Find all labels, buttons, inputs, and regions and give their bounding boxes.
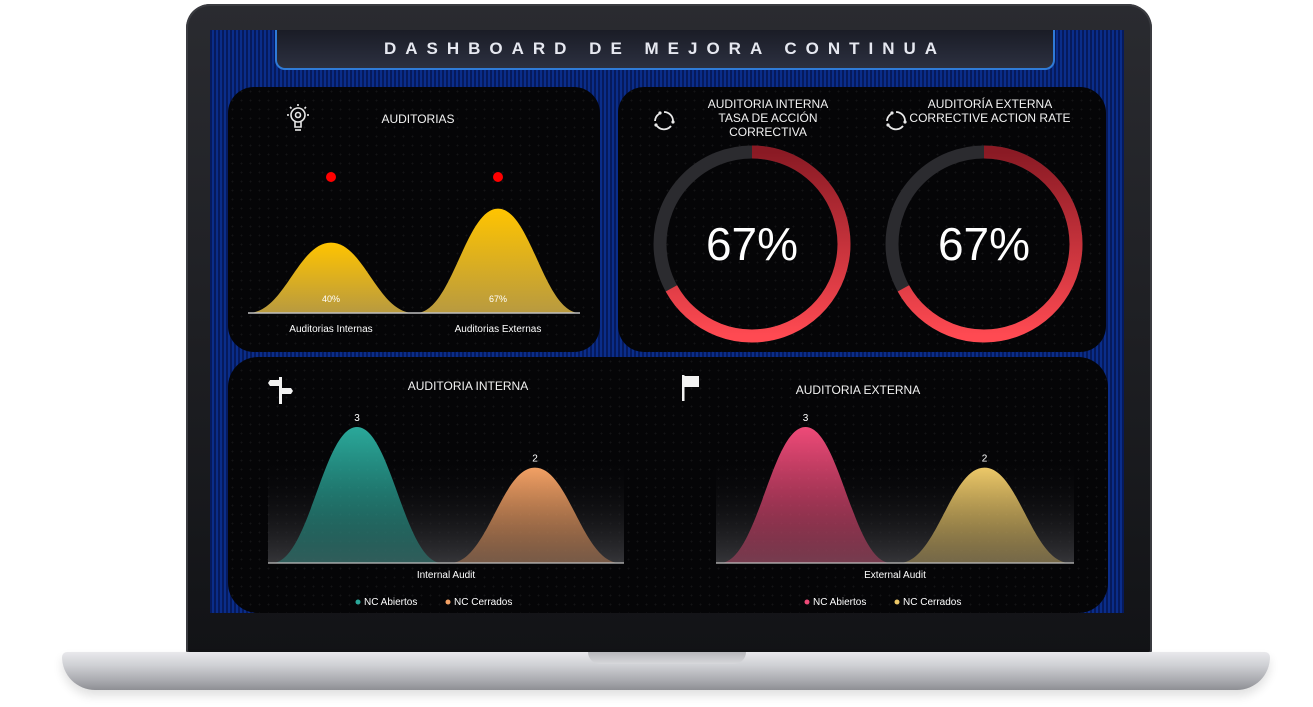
internal-audit-title: AUDITORIA INTERNA: [407, 379, 529, 393]
auditorias-category-label-1: Auditorias Externas: [455, 324, 542, 335]
external-legend-label-1: NC Cerrados: [903, 597, 961, 608]
internal-legend-swatch-1: [445, 599, 451, 605]
external-data-label-0: 3: [803, 413, 809, 424]
external-legend-label-0: NC Abiertos: [813, 597, 866, 608]
auditorias-category-label-0: Auditorias Internas: [289, 324, 372, 335]
corrective-action-panel: AUDITORIA INTERNA TASA DE ACCIÓN CORRECT…: [618, 87, 1106, 352]
flag-icon: [682, 375, 699, 401]
auditorias-data-label-0: 40%: [322, 294, 340, 304]
signpost-icon: [268, 377, 293, 404]
external-legend-swatch-0: [804, 599, 810, 605]
nc-charts: 3 2 Internal Audit NC Abiertos NC Cerrados 3 2…: [268, 413, 1074, 608]
external-legend-swatch-1: [894, 599, 900, 605]
auditorias-marker-0: [326, 172, 336, 182]
internal-rate-title-1: AUDITORIA INTERNA: [707, 97, 829, 111]
auditorias-panel: AUDITORIAS 40% Auditorias Internas 67% Audi…: [228, 87, 600, 352]
internal-category-label: Internal Audit: [417, 570, 476, 581]
auditorias-bell-0: [248, 242, 414, 313]
external-bell-1: [899, 467, 1070, 563]
internal-gauge-value: 67%: [706, 218, 798, 270]
rate-gauges: 67% 67%: [653, 145, 1083, 343]
nc-panel: AUDITORIA INTERNA AUDITORIA EXTERNA 3 2 In…: [228, 357, 1108, 613]
internal-gauge-arc: [665, 145, 851, 343]
external-gauge-value: 67%: [938, 218, 1030, 270]
external-rate-title-1: AUDITORÍA EXTERNA: [927, 97, 1053, 111]
internal-rate-title-3: CORRECTIVA: [729, 125, 807, 139]
lightbulb-gear-icon: [287, 104, 309, 131]
internal-bell-1: [450, 467, 620, 563]
internal-legend-swatch-0: [355, 599, 361, 605]
refresh-icon: [886, 111, 907, 131]
internal-data-label-0: 3: [354, 413, 360, 424]
internal-bell-0: [272, 427, 442, 563]
auditorias-title: AUDITORIAS: [381, 112, 455, 126]
external-rate-title-2: CORRECTIVE ACTION RATE: [909, 111, 1071, 125]
external-gauge-arc: [897, 145, 1083, 343]
dashboard-screen: DASHBOARD DE MEJORA CONTINUA AUDITORIAS …: [210, 30, 1124, 613]
external-bell-0: [720, 427, 891, 563]
title-bar: DASHBOARD DE MEJORA CONTINUA: [275, 30, 1055, 70]
internal-rate-title-2: TASA DE ACCIÓN: [718, 111, 818, 125]
internal-legend-label-1: NC Cerrados: [454, 597, 512, 608]
refresh-icon: [654, 111, 675, 131]
auditorias-marker-1: [493, 172, 503, 182]
auditorias-data-label-1: 67%: [489, 294, 507, 304]
external-category-label: External Audit: [864, 570, 926, 581]
auditorias-bell-1: [416, 208, 580, 313]
page-title: DASHBOARD DE MEJORA CONTINUA: [383, 39, 947, 58]
internal-data-label-1: 2: [532, 454, 538, 465]
laptop-notch: [588, 652, 746, 664]
auditorias-chart: 40% Auditorias Internas 67% Auditorias Exte…: [248, 172, 580, 335]
external-data-label-1: 2: [982, 454, 988, 465]
external-audit-title: AUDITORIA EXTERNA: [795, 383, 921, 397]
internal-legend-label-0: NC Abiertos: [364, 597, 417, 608]
